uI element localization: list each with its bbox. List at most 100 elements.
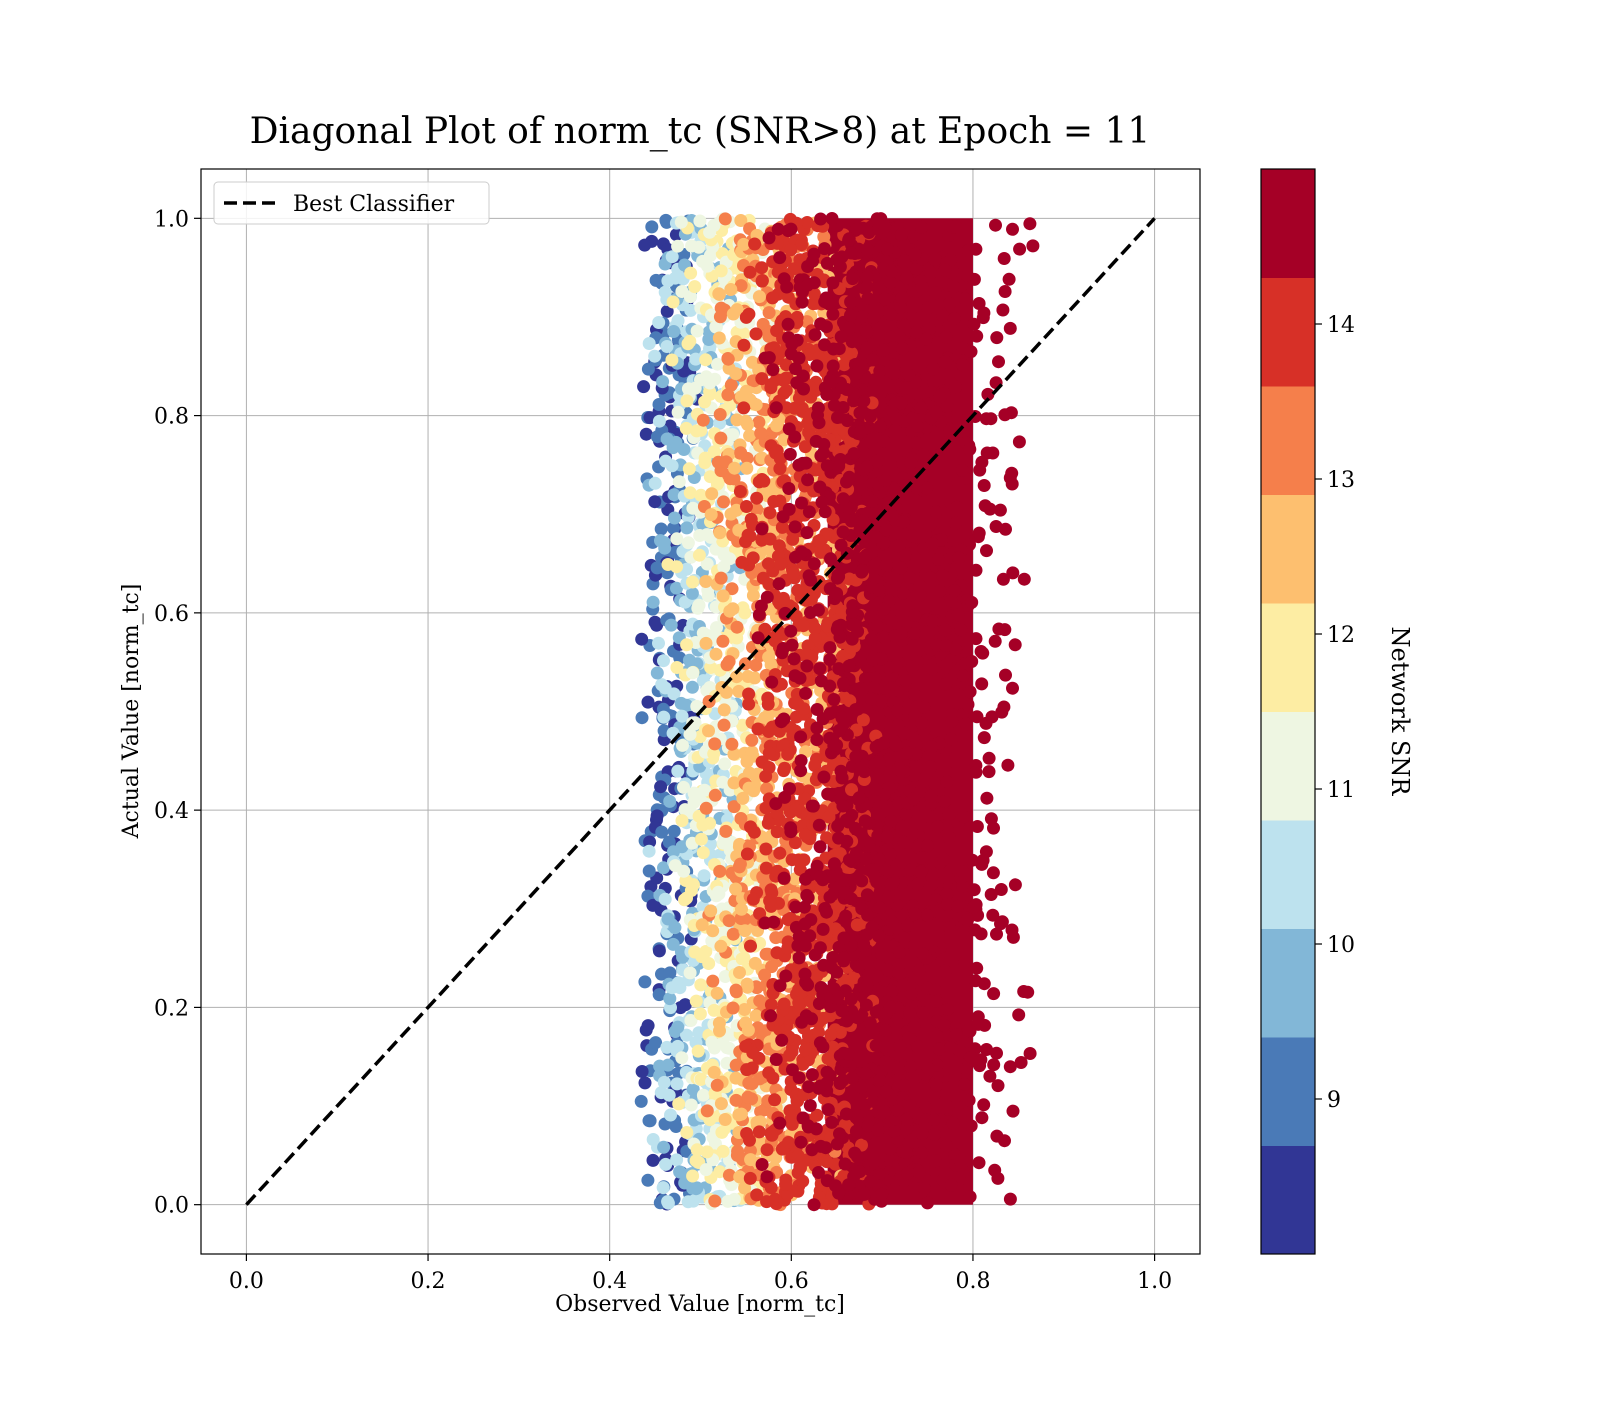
scatter-point xyxy=(898,549,912,562)
scatter-point xyxy=(975,677,989,691)
scatter-point xyxy=(699,636,713,650)
y-tick-label: 0.8 xyxy=(154,405,189,430)
scatter-point xyxy=(696,413,710,427)
scatter-point xyxy=(670,581,683,595)
scatter-point xyxy=(755,473,769,486)
scatter-point xyxy=(792,1071,806,1085)
scatter-point xyxy=(911,877,925,891)
scatter-point xyxy=(650,666,664,680)
scatter-point xyxy=(729,1093,743,1107)
scatter-point xyxy=(820,1155,834,1169)
scatter-point xyxy=(912,1165,926,1179)
scatter-point xyxy=(905,301,919,315)
scatter-point xyxy=(684,1098,698,1112)
scatter-point xyxy=(765,1128,779,1142)
scatter-point xyxy=(871,1123,885,1137)
scatter-point xyxy=(671,764,685,778)
scatter-point xyxy=(803,929,817,943)
scatter-point xyxy=(675,1051,689,1065)
scatter-point xyxy=(986,446,1000,460)
scatter-point xyxy=(646,595,660,609)
scatter-point xyxy=(940,1139,954,1153)
scatter-point xyxy=(708,1194,722,1208)
scatter-point xyxy=(748,237,762,251)
scatter-point xyxy=(904,1060,917,1074)
scatter-point xyxy=(648,476,662,490)
scatter-point xyxy=(707,1003,721,1017)
scatter-point xyxy=(707,747,721,761)
scatter-point xyxy=(1023,1047,1037,1060)
scatter-point xyxy=(907,939,921,953)
scatter-point xyxy=(707,1065,721,1079)
scatter-point xyxy=(754,426,768,440)
scatter-point xyxy=(860,341,874,355)
scatter-point xyxy=(678,998,692,1012)
scatter-point xyxy=(932,1042,946,1056)
scatter-point xyxy=(949,516,963,530)
scatter-point xyxy=(996,572,1010,586)
scatter-point xyxy=(717,718,731,732)
scatter-point xyxy=(738,924,752,938)
scatter-point xyxy=(741,1090,755,1104)
scatter-point xyxy=(894,764,907,777)
scatter-point xyxy=(689,994,703,1008)
scatter-point xyxy=(716,1144,730,1158)
scatter-point xyxy=(791,583,805,597)
scatter-point xyxy=(818,295,832,309)
scatter-point xyxy=(635,632,649,646)
scatter-point xyxy=(934,415,948,428)
scatter-point xyxy=(928,1154,942,1168)
scatter-point xyxy=(667,521,680,535)
scatter-point xyxy=(860,888,874,902)
scatter-point xyxy=(962,1093,976,1107)
scatter-point xyxy=(867,1155,881,1168)
scatter-point xyxy=(770,946,784,960)
scatter-point xyxy=(813,1036,827,1050)
scatter-point xyxy=(941,872,955,885)
scatter-point xyxy=(894,396,908,410)
scatter-point xyxy=(847,617,861,631)
scatter-point xyxy=(708,788,722,802)
scatter-point xyxy=(938,263,952,277)
scatter-point xyxy=(760,590,774,604)
scatter-point xyxy=(1008,878,1022,892)
scatter-point xyxy=(727,747,741,761)
scatter-point xyxy=(996,303,1010,317)
scatter-point xyxy=(1014,1056,1028,1069)
colorbar-segment xyxy=(1261,1037,1315,1146)
scatter-point xyxy=(902,1031,916,1045)
scatter-point xyxy=(684,266,698,280)
scatter-point xyxy=(911,1040,925,1054)
scatter-point xyxy=(760,1195,774,1209)
scatter-point xyxy=(775,520,789,534)
scatter-point xyxy=(734,214,748,227)
scatter-point xyxy=(709,320,723,334)
scatter-point xyxy=(773,346,786,360)
scatter-point xyxy=(657,861,670,875)
scatter-point xyxy=(929,405,943,419)
scatter-point xyxy=(727,776,741,790)
scatter-point xyxy=(813,941,827,955)
chart-title: Diagonal Plot of norm_tc (SNR>8) at Epoc… xyxy=(250,111,1151,152)
scatter-point xyxy=(945,714,959,728)
legend: Best Classifier xyxy=(213,181,490,225)
scatter-point xyxy=(637,380,651,394)
scatter-point xyxy=(928,253,942,266)
scatter-point xyxy=(1003,1060,1017,1074)
scatter-point xyxy=(879,1023,893,1037)
scatter-point xyxy=(742,697,756,711)
scatter-point xyxy=(663,992,677,1006)
scatter-point xyxy=(769,797,783,811)
scatter-point xyxy=(730,631,744,645)
scatter-point xyxy=(642,864,656,878)
scatter-point xyxy=(944,594,958,608)
scatter-point xyxy=(830,1137,844,1151)
scatter-point xyxy=(893,945,907,959)
scatter-point xyxy=(705,487,719,501)
scatter-point xyxy=(1006,681,1019,695)
scatter-point xyxy=(811,408,824,422)
scatter-point xyxy=(998,408,1012,422)
scatter-point xyxy=(998,623,1012,637)
scatter-point xyxy=(844,246,858,260)
scatter-point xyxy=(864,692,878,706)
